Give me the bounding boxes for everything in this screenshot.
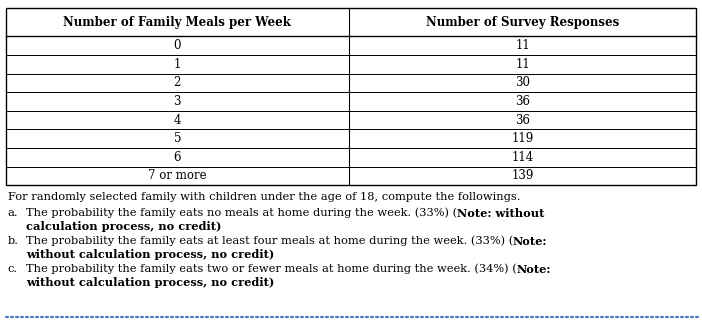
- Text: The probability the family eats no meals at home during the week. (33%) (: The probability the family eats no meals…: [25, 208, 457, 218]
- Text: 11: 11: [515, 58, 530, 71]
- Text: a.: a.: [8, 208, 18, 218]
- Text: 139: 139: [512, 169, 534, 182]
- Text: c.: c.: [8, 264, 18, 274]
- Text: b.: b.: [8, 236, 19, 246]
- Bar: [6, 8, 696, 185]
- Text: 6: 6: [173, 151, 181, 164]
- Text: 11: 11: [515, 39, 530, 52]
- Text: calculation process, no credit): calculation process, no credit): [25, 221, 221, 232]
- Text: Number of Survey Responses: Number of Survey Responses: [426, 16, 619, 29]
- Text: 2: 2: [173, 76, 181, 89]
- Text: Note: without: Note: without: [457, 208, 544, 219]
- Text: The probability the family eats two or fewer meals at home during the week. (34%: The probability the family eats two or f…: [25, 264, 517, 274]
- Text: 114: 114: [512, 151, 534, 164]
- Text: Note:: Note:: [513, 236, 548, 247]
- Text: without calculation process, no credit): without calculation process, no credit): [25, 277, 274, 288]
- Text: Note:: Note:: [517, 264, 551, 275]
- Text: 4: 4: [173, 114, 181, 126]
- Text: 5: 5: [173, 132, 181, 145]
- Text: 119: 119: [512, 132, 534, 145]
- Text: 36: 36: [515, 114, 530, 126]
- Text: 0: 0: [173, 39, 181, 52]
- Text: Number of Family Meals per Week: Number of Family Meals per Week: [63, 16, 291, 29]
- Text: without calculation process, no credit): without calculation process, no credit): [25, 249, 274, 260]
- Text: 3: 3: [173, 95, 181, 108]
- Text: 36: 36: [515, 95, 530, 108]
- Text: For randomly selected family with children under the age of 18, compute the foll: For randomly selected family with childr…: [8, 192, 520, 202]
- Text: 1: 1: [173, 58, 181, 71]
- Text: 30: 30: [515, 76, 530, 89]
- Text: The probability the family eats at least four meals at home during the week. (33: The probability the family eats at least…: [25, 236, 513, 246]
- Text: 7 or more: 7 or more: [148, 169, 206, 182]
